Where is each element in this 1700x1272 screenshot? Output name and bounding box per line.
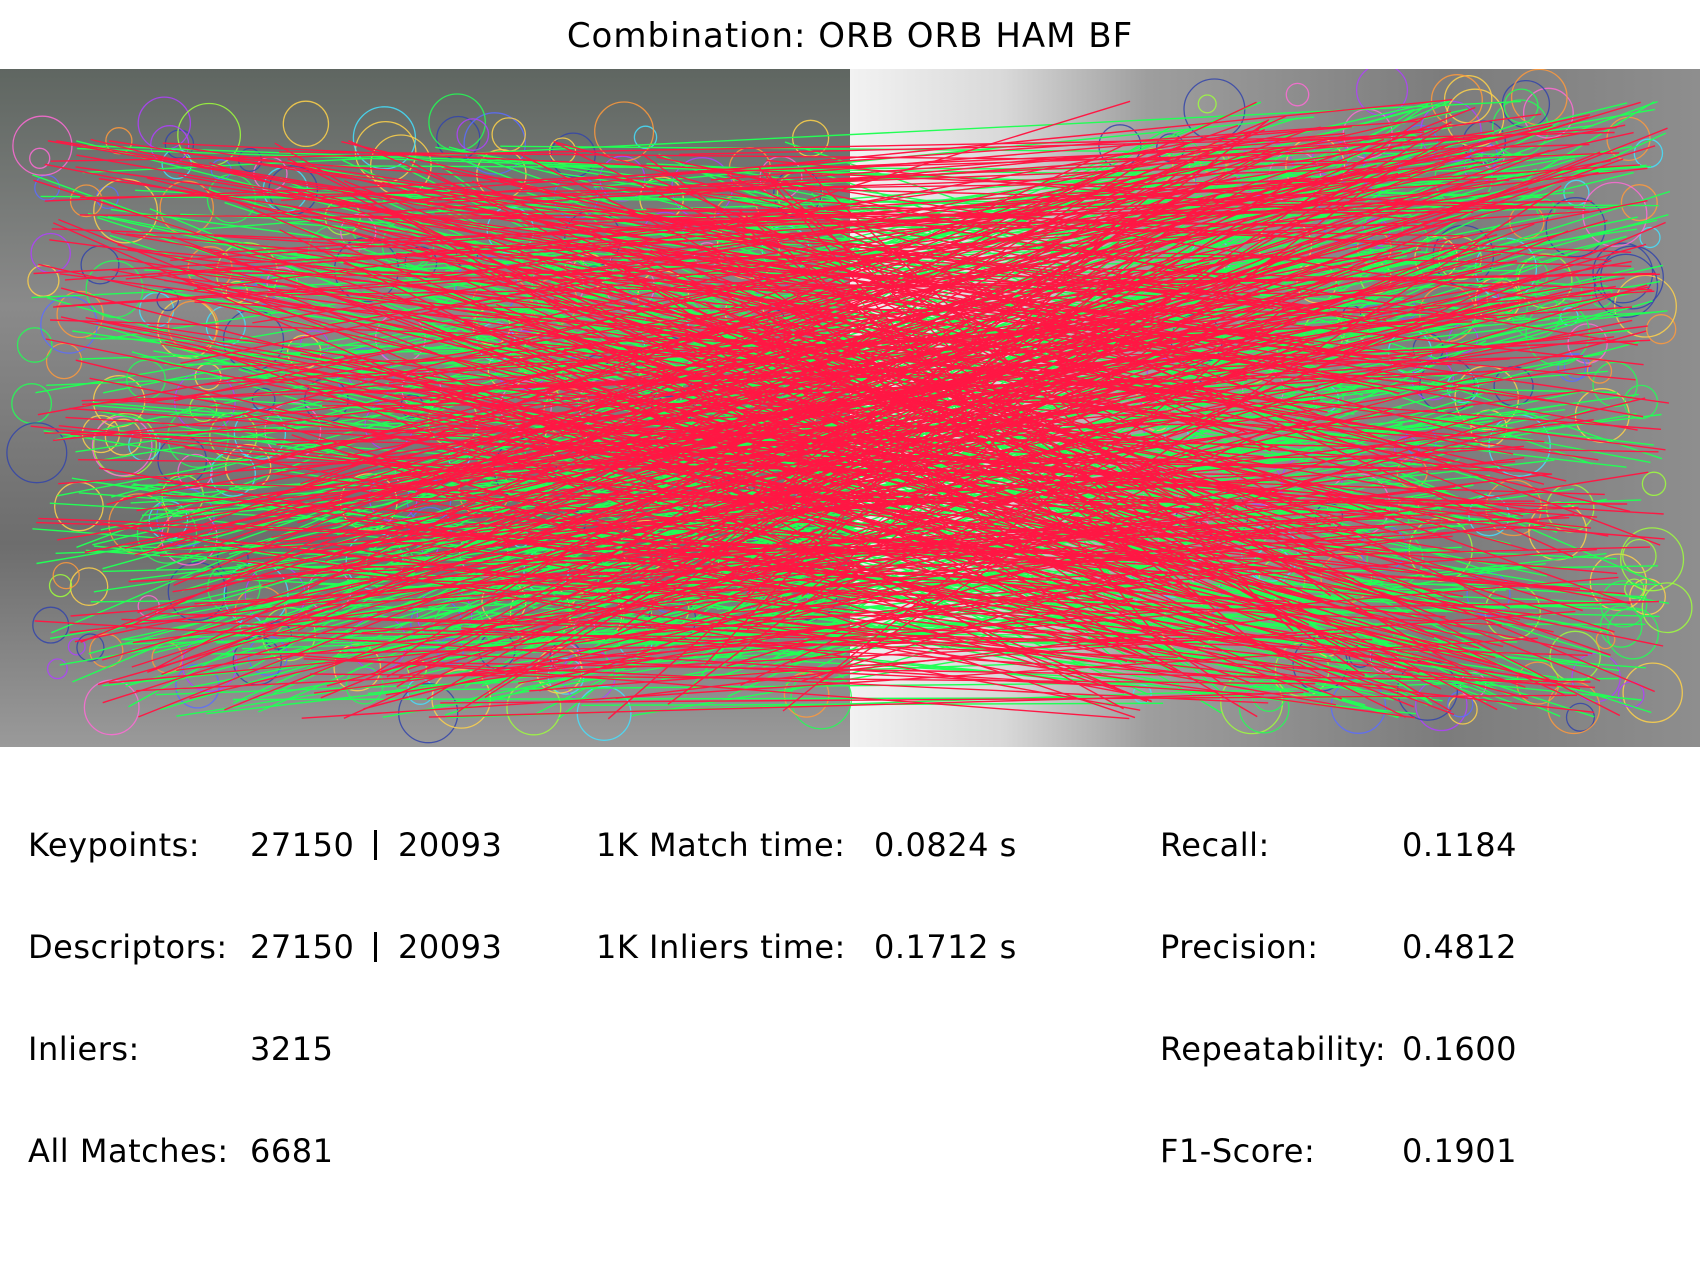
value-separator — [374, 932, 377, 962]
inliers-label: Inliers: — [28, 1032, 140, 1066]
inliers-time-label: 1K Inliers time: — [596, 930, 846, 964]
combination-title: Combination: ORB ORB HAM BF — [0, 14, 1700, 58]
keypoints-left-value: 27150 — [250, 828, 354, 862]
keypoints-right-value: 20093 — [398, 828, 502, 862]
descriptors-right-value: 20093 — [398, 930, 502, 964]
inliers-time-value: 0.1712 s — [874, 930, 1017, 964]
precision-value: 0.4812 — [1402, 930, 1517, 964]
value-separator — [374, 830, 377, 860]
f1-score-label: F1-Score: — [1160, 1134, 1315, 1168]
keypoint-stats: Keypoints: 27150 20093 Descriptors: 2715… — [28, 760, 548, 1202]
repeatability-label: Repeatability: — [1160, 1032, 1386, 1066]
recall-label: Recall: — [1160, 828, 1270, 862]
all-matches-value: 6681 — [250, 1134, 333, 1168]
timing-stats: 1K Match time: 0.0824 s 1K Inliers time:… — [596, 760, 1056, 998]
descriptors-left-value: 27150 — [250, 930, 354, 964]
score-stats: Recall: 0.1184 Precision: 0.4812 Repeata… — [1160, 760, 1680, 1202]
descriptors-label: Descriptors: — [28, 930, 228, 964]
match-time-value: 0.0824 s — [874, 828, 1017, 862]
match-time-label: 1K Match time: — [596, 828, 845, 862]
keypoint-match-visualization — [0, 69, 1700, 747]
f1-score-value: 0.1901 — [1402, 1134, 1517, 1168]
inliers-value: 3215 — [250, 1032, 333, 1066]
precision-label: Precision: — [1160, 930, 1319, 964]
recall-value: 0.1184 — [1402, 828, 1517, 862]
keypoints-label: Keypoints: — [28, 828, 200, 862]
all-matches-label: All Matches: — [28, 1134, 229, 1168]
repeatability-value: 0.1600 — [1402, 1032, 1517, 1066]
